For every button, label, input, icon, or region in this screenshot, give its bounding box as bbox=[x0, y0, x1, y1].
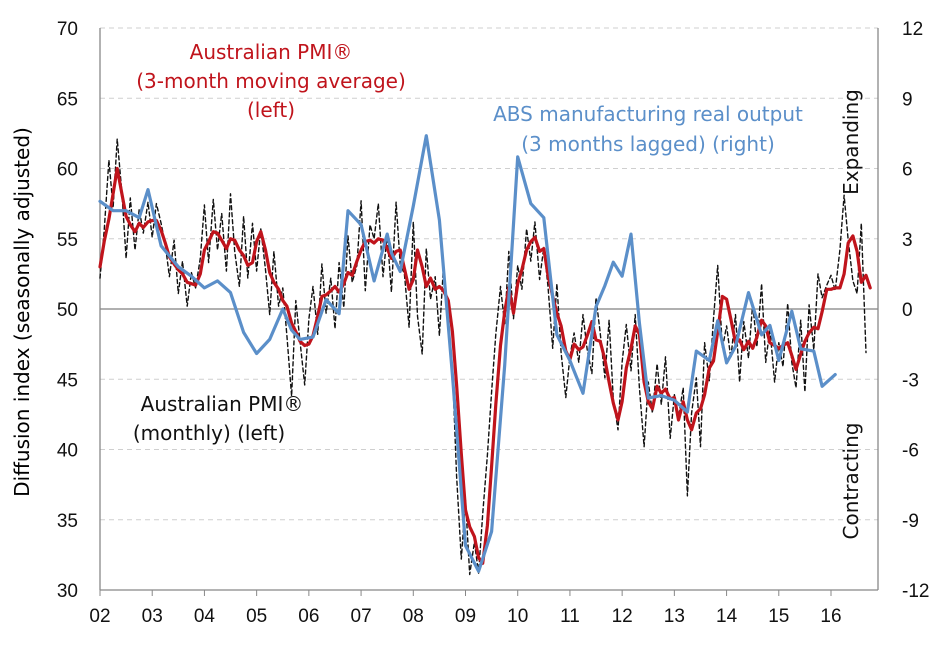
x-tick-label: 12 bbox=[612, 606, 633, 627]
y-right-tick-label: 0 bbox=[902, 300, 913, 321]
x-tick-label: 10 bbox=[507, 606, 528, 627]
y-left-axis-label: Diffusion index (seasonally adjusted) bbox=[10, 127, 34, 497]
abs-annotation-line1: ABS manufacturing real output bbox=[493, 102, 803, 126]
y-left-tick-label: 70 bbox=[57, 19, 78, 40]
y-left-tick-label: 30 bbox=[57, 581, 78, 602]
y-right-tick-label: 3 bbox=[902, 230, 913, 251]
x-tick-label: 04 bbox=[194, 606, 216, 627]
y-left-tick-label: 65 bbox=[57, 89, 78, 110]
series-layer bbox=[98, 134, 872, 576]
x-tick-label: 05 bbox=[246, 606, 267, 627]
x-tick-label: 09 bbox=[455, 606, 476, 627]
y-left-tick-label: 35 bbox=[57, 511, 78, 532]
y-right-tick-label: -6 bbox=[902, 441, 919, 462]
y-left-tick-label: 55 bbox=[57, 230, 78, 251]
pmi-avg-annotation-line2: (3-month moving average) bbox=[136, 69, 406, 93]
x-tick-label: 14 bbox=[716, 606, 738, 627]
x-tick-label: 16 bbox=[820, 606, 841, 627]
contracting-label: Contracting bbox=[839, 423, 863, 540]
tick-marks bbox=[99, 590, 832, 596]
y-left-tick-label: 60 bbox=[57, 160, 78, 181]
y-right-tick-label: 12 bbox=[902, 19, 923, 40]
x-tick-label: 02 bbox=[89, 606, 110, 627]
expanding-label: Expanding bbox=[839, 89, 863, 195]
y-left-tick-label: 50 bbox=[57, 300, 78, 321]
y-right-tick-label: -3 bbox=[902, 370, 919, 391]
x-tick-label: 06 bbox=[298, 606, 319, 627]
pmi-avg-annotation-line1: Australian PMI® bbox=[190, 40, 353, 64]
pmi-avg-annotation-line3: (left) bbox=[247, 98, 295, 122]
series-line-abs bbox=[98, 134, 837, 573]
pmi-monthly-annotation-line2: (monthly) (left) bbox=[133, 421, 285, 445]
y-right-tick-label: -9 bbox=[902, 511, 919, 532]
x-tick-label: 03 bbox=[142, 606, 163, 627]
y-right-tick-labels: -12 -9 -6 -3 0 3 6 9 12 bbox=[902, 19, 929, 602]
abs-annotation-line2: (3 months lagged) (right) bbox=[521, 132, 775, 156]
y-right-tick-label: 9 bbox=[902, 89, 913, 110]
x-tick-label: 07 bbox=[351, 606, 372, 627]
x-tick-label: 08 bbox=[403, 606, 424, 627]
series-line-pmi_monthly bbox=[99, 138, 867, 576]
series-line-pmi_avg bbox=[98, 166, 872, 565]
x-tick-labels: 02 03 04 05 06 07 08 09 10 11 12 13 14 15 16 bbox=[89, 606, 841, 627]
x-tick-label: 13 bbox=[664, 606, 685, 627]
y-right-tick-label: 6 bbox=[902, 160, 913, 181]
y-right-tick-label: -12 bbox=[902, 581, 929, 602]
pmi-monthly-annotation-line1: Australian PMI® bbox=[141, 392, 304, 416]
y-left-tick-label: 40 bbox=[57, 441, 78, 462]
x-tick-label: 11 bbox=[560, 606, 580, 627]
y-left-tick-labels: 30 35 40 45 50 55 60 65 70 bbox=[57, 19, 78, 602]
x-tick-label: 15 bbox=[768, 606, 789, 627]
y-left-tick-label: 45 bbox=[57, 370, 78, 391]
